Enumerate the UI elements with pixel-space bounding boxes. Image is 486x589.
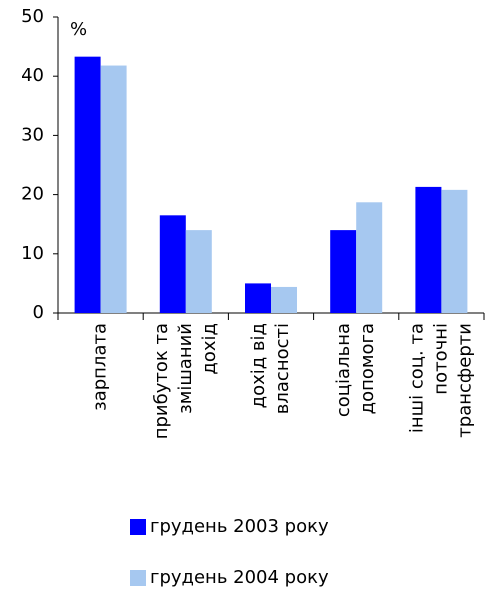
- x-tick-label: інші соц. та: [406, 323, 427, 433]
- x-tick-label: дохід від: [248, 323, 269, 408]
- legend-swatch: [130, 519, 146, 535]
- legend-swatch: [130, 570, 146, 586]
- y-tick-label: 10: [21, 243, 44, 264]
- x-tick-label: трансферти: [454, 323, 475, 438]
- y-tick-label: 40: [21, 65, 44, 86]
- bar: [74, 56, 101, 313]
- y-unit: %: [70, 19, 87, 40]
- x-tick-label: змішаний: [175, 323, 196, 414]
- bar: [100, 65, 127, 313]
- y-tick-label: 30: [21, 124, 44, 145]
- bar: [330, 230, 357, 313]
- x-tick-label: поточні: [430, 323, 451, 395]
- x-tick-label: допомога: [357, 323, 378, 414]
- y-tick-label: 50: [21, 6, 44, 27]
- x-tick-label: соціальна: [333, 323, 354, 417]
- bar: [245, 283, 271, 313]
- bar: [356, 202, 383, 313]
- y-tick-label: 0: [33, 302, 44, 323]
- legend-label: грудень 2004 року: [150, 567, 329, 588]
- x-tick-label: зарплата: [90, 323, 111, 411]
- x-tick-label: прибуток та: [151, 323, 172, 439]
- bar: [271, 286, 297, 313]
- bar: [159, 215, 186, 313]
- x-tick-label: дохід: [199, 323, 220, 375]
- y-tick-label: 20: [21, 184, 44, 205]
- bar: [441, 189, 468, 313]
- x-tick-label: власності: [272, 323, 293, 414]
- legend-label: грудень 2003 року: [150, 516, 329, 537]
- bar: [185, 230, 212, 313]
- bar: [415, 186, 442, 313]
